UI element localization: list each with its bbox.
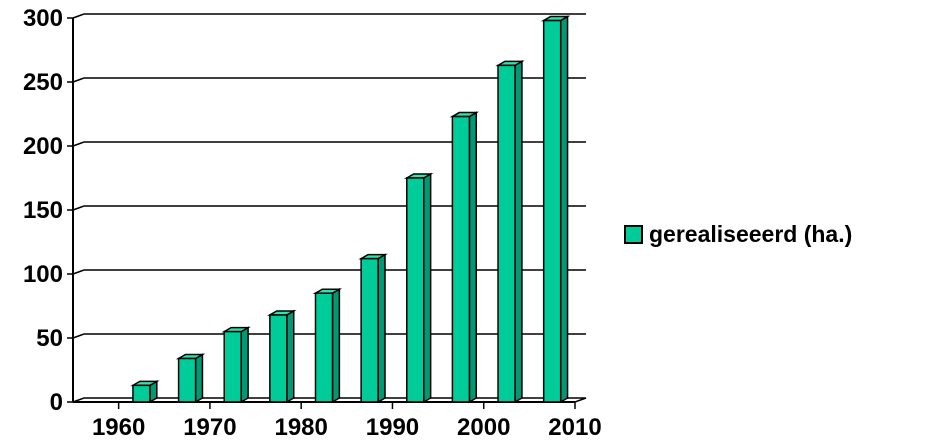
bar-front xyxy=(497,64,516,403)
gridline-diag xyxy=(72,333,85,339)
x-tick-label: 2000 xyxy=(457,414,510,441)
y-tick-label: 200 xyxy=(23,133,63,160)
bar-front xyxy=(269,314,288,403)
legend-label: gerealiseeerd (ha.) xyxy=(649,221,853,247)
bar-side xyxy=(194,353,204,404)
y-tick-label: 250 xyxy=(23,69,63,96)
bar xyxy=(403,172,434,404)
bar xyxy=(312,287,343,404)
x-axis: 1960 1970 1980 1990 2000 2010 xyxy=(72,397,602,441)
x-tick-label: 1980 xyxy=(274,414,327,441)
bar-side xyxy=(423,172,432,404)
x-tick-label: 2010 xyxy=(548,414,601,441)
bar-front xyxy=(451,115,471,403)
y-tick-label: 0 xyxy=(50,389,63,416)
bar xyxy=(449,111,480,404)
bar xyxy=(221,326,251,404)
y-tick-label: 100 xyxy=(23,261,63,288)
bars xyxy=(130,15,571,404)
bar-front xyxy=(223,330,242,403)
bar-side xyxy=(559,15,569,404)
bar-front xyxy=(406,177,425,403)
x-tick-label: 1970 xyxy=(183,414,236,441)
y-tick-label: 50 xyxy=(36,325,63,352)
gridline-diag xyxy=(72,13,85,19)
bar xyxy=(130,380,160,404)
x-tick-label: 1960 xyxy=(92,414,145,441)
bar xyxy=(267,309,297,404)
bar xyxy=(495,60,525,404)
bar xyxy=(175,353,206,404)
y-axis: 0 50 100 150 200 250 300 xyxy=(23,5,74,416)
x-tick-label: 1990 xyxy=(366,414,419,441)
bar-side xyxy=(377,253,386,404)
legend-swatch xyxy=(624,225,643,244)
bar-side xyxy=(286,309,295,404)
bar-side xyxy=(331,287,341,404)
gridline-diag xyxy=(72,77,85,83)
y-tick-label: 150 xyxy=(23,197,63,224)
bar-side xyxy=(468,111,478,404)
bar-front xyxy=(177,357,197,403)
y-tick-label: 300 xyxy=(23,5,63,32)
bar-front xyxy=(314,292,334,403)
bar-front xyxy=(542,19,562,403)
bar-side xyxy=(240,326,249,404)
bar xyxy=(540,15,571,404)
bar xyxy=(358,253,388,404)
bar-side xyxy=(514,60,523,404)
gridline-diag xyxy=(72,205,85,211)
bar-front xyxy=(132,384,151,403)
gridline-diag xyxy=(72,269,85,275)
gridline-diag xyxy=(72,141,85,147)
legend: gerealiseeerd (ha.) xyxy=(624,221,852,248)
bar-front xyxy=(360,257,379,403)
